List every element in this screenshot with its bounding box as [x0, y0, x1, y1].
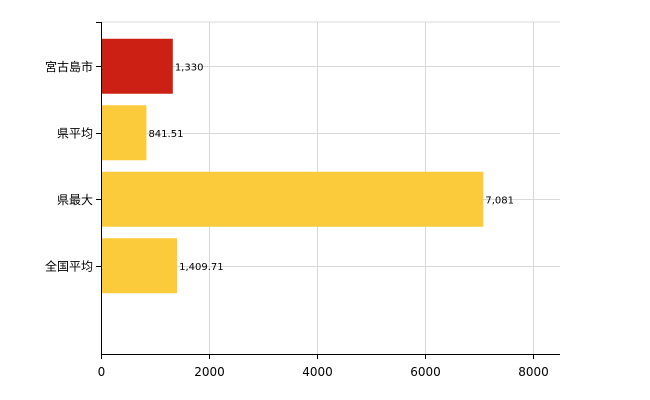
data-label: 1,330: [175, 62, 204, 73]
x-tick-label: 8000: [518, 365, 549, 379]
grid-lines: [101, 21, 560, 354]
x-tick-label: 6000: [410, 365, 441, 379]
bar: [101, 238, 178, 294]
bar: [101, 105, 147, 161]
x-tick-label: 0: [98, 365, 106, 379]
category-label: 宮古島市: [45, 59, 93, 74]
axes-group: [96, 22, 560, 359]
labels-group: 0 2000 4000 6000 8000 宮古島市 1,330 県平均 841.51 県最大 7,…: [45, 59, 549, 379]
bar: [101, 171, 484, 227]
data-label: 1,409.71: [179, 262, 224, 273]
x-tick-label: 4000: [302, 365, 333, 379]
data-label: 7,081: [485, 195, 514, 206]
x-tick-label: 2000: [194, 365, 225, 379]
bars-group: [101, 38, 484, 294]
category-label: 全国平均: [45, 258, 93, 273]
bar: [101, 38, 173, 94]
data-label: 841.51: [148, 129, 183, 140]
category-label: 県平均: [57, 126, 93, 140]
category-label: 県最大: [57, 193, 93, 207]
